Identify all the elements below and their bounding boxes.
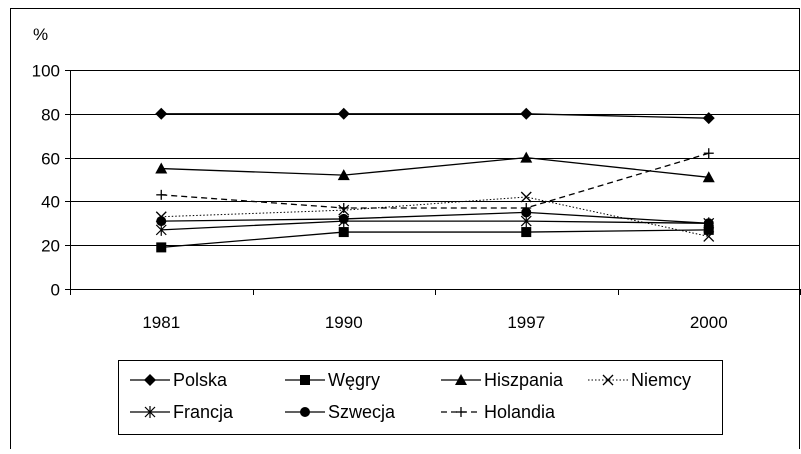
- series-line: [161, 152, 709, 209]
- y-tick-label: 100: [32, 62, 60, 81]
- x-tick-label: 1981: [142, 313, 180, 332]
- legend-label: Węgry: [328, 370, 380, 390]
- data-point: [520, 151, 533, 163]
- series-holandia: [156, 148, 714, 213]
- data-point: [155, 162, 168, 174]
- data-point: [338, 227, 349, 238]
- legend-label: Francja: [173, 402, 234, 422]
- data-point: [337, 107, 350, 120]
- legend-marker: [144, 374, 156, 386]
- x-tick-label: 1997: [507, 313, 545, 332]
- legend-item: Hiszpania: [441, 370, 564, 390]
- legend-marker: [144, 406, 156, 418]
- y-tick-label: 60: [41, 150, 60, 169]
- y-axis-label: %: [33, 25, 48, 44]
- series-hiszpania: [155, 151, 715, 183]
- series-line: [161, 229, 709, 249]
- series-niemcy: [155, 191, 715, 242]
- legend-marker: [300, 407, 310, 417]
- data-point: [703, 230, 715, 242]
- legend-label: Szwecja: [328, 402, 396, 422]
- data-point: [156, 242, 167, 253]
- data-point: [703, 224, 714, 235]
- legend-item: Niemcy: [588, 370, 691, 390]
- data-point: [520, 191, 532, 203]
- data-point: [702, 112, 715, 125]
- legend-item: Polska: [130, 370, 228, 390]
- x-tick-label: 1990: [325, 313, 363, 332]
- series-line: [161, 211, 709, 224]
- y-tick-label: 0: [51, 281, 60, 300]
- legend-marker: [455, 374, 467, 385]
- legend-item: Szwecja: [285, 402, 396, 422]
- legend-marker: [300, 375, 310, 385]
- y-tick-label: 20: [41, 237, 60, 256]
- data-point: [155, 107, 168, 120]
- data-point: [521, 202, 532, 213]
- legend-label: Holandia: [484, 402, 556, 422]
- legend-item: Holandia: [441, 402, 556, 422]
- legend-marker: [456, 407, 466, 417]
- legend-item: Węgry: [285, 370, 380, 390]
- legend-box: [118, 360, 723, 435]
- series-szwecja: [156, 207, 714, 229]
- data-point: [702, 171, 715, 183]
- x-tick-label: 2000: [690, 313, 728, 332]
- legend-label: Polska: [173, 370, 228, 390]
- data-point: [338, 202, 349, 213]
- series-polska: [155, 107, 715, 125]
- data-point: [521, 227, 532, 238]
- legend-marker: [602, 374, 614, 386]
- series-line: [161, 196, 709, 237]
- series-line: [161, 220, 709, 231]
- y-tick-label: 40: [41, 193, 60, 212]
- data-point: [703, 148, 714, 159]
- legend-label: Hiszpania: [484, 370, 564, 390]
- data-point: [156, 189, 167, 200]
- data-point: [156, 216, 167, 227]
- data-point: [520, 107, 533, 120]
- series-węgry: [156, 224, 714, 253]
- series-line: [161, 113, 709, 119]
- data-point: [338, 213, 349, 224]
- series-line: [161, 156, 709, 178]
- legend-item: Francja: [130, 402, 234, 422]
- legend-label: Niemcy: [631, 370, 691, 390]
- data-point: [703, 218, 714, 229]
- y-tick-label: 80: [41, 106, 60, 125]
- data-point: [337, 169, 350, 181]
